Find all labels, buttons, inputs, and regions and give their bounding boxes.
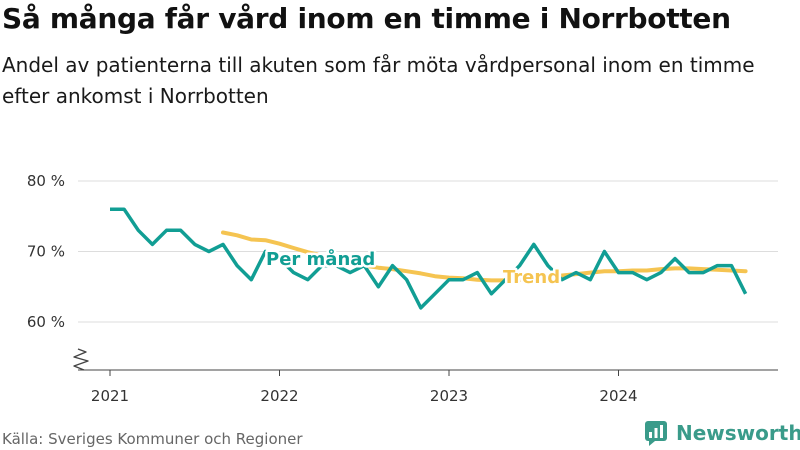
series-label-per-manad: Per månad [266, 248, 375, 270]
y-tick-label: 70 % [27, 243, 65, 261]
y-tick-label: 80 % [27, 172, 65, 190]
y-tick-label: 60 % [27, 313, 65, 331]
chart-subtitle: Andel av patienterna till akuten som får… [2, 53, 755, 108]
brand-name: Newsworthy [676, 421, 800, 445]
source-note: Källa: Sveriges Kommuner och Regioner [2, 430, 303, 448]
x-tick-label: 2023 [430, 387, 468, 405]
series-line-per-manad [110, 207, 748, 310]
x-tick-label: 2024 [599, 387, 637, 405]
brand-logo: Newsworthy [644, 420, 800, 446]
axis-break-icon [73, 348, 89, 371]
x-tick-label: 2022 [260, 387, 298, 405]
chart-title: Så många får vård inom en timme i Norrbo… [2, 2, 731, 35]
series-label-trend: Trend [503, 267, 560, 288]
newsworthy-logo-icon [645, 421, 667, 446]
x-tick-label: 2021 [91, 387, 129, 405]
